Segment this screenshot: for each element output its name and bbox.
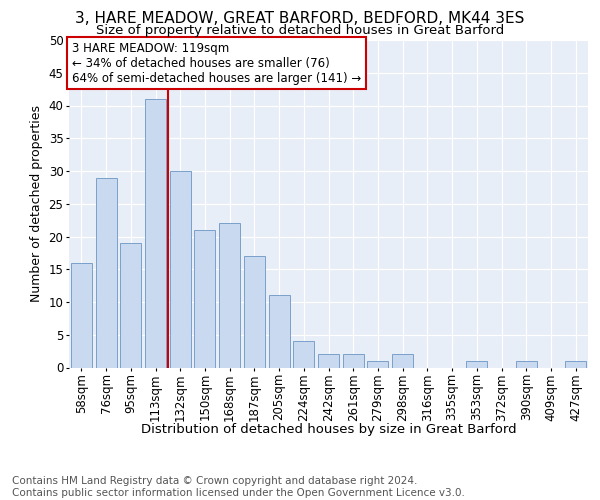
Bar: [367, 361, 388, 368]
Bar: [565, 361, 586, 368]
Text: Contains HM Land Registry data © Crown copyright and database right 2024.
Contai: Contains HM Land Registry data © Crown c…: [12, 476, 465, 498]
Bar: [170, 171, 191, 368]
Bar: [95, 178, 116, 368]
Bar: [343, 354, 364, 368]
Bar: [71, 262, 92, 368]
Bar: [219, 224, 240, 368]
Bar: [466, 361, 487, 368]
Text: Distribution of detached houses by size in Great Barford: Distribution of detached houses by size …: [141, 422, 517, 436]
Bar: [194, 230, 215, 368]
Bar: [293, 342, 314, 367]
Text: 3 HARE MEADOW: 119sqm
← 34% of detached houses are smaller (76)
64% of semi-deta: 3 HARE MEADOW: 119sqm ← 34% of detached …: [71, 42, 361, 84]
Y-axis label: Number of detached properties: Number of detached properties: [30, 106, 43, 302]
Bar: [392, 354, 413, 368]
Bar: [516, 361, 537, 368]
Text: Size of property relative to detached houses in Great Barford: Size of property relative to detached ho…: [96, 24, 504, 37]
Bar: [145, 99, 166, 367]
Bar: [244, 256, 265, 368]
Text: 3, HARE MEADOW, GREAT BARFORD, BEDFORD, MK44 3ES: 3, HARE MEADOW, GREAT BARFORD, BEDFORD, …: [76, 11, 524, 26]
Bar: [120, 243, 141, 368]
Bar: [318, 354, 339, 368]
Bar: [269, 296, 290, 368]
